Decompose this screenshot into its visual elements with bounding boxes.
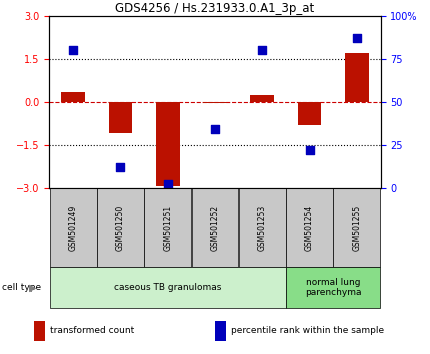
Text: percentile rank within the sample: percentile rank within the sample [231,326,384,336]
Bar [61,92,85,102]
Bar [192,188,238,267]
Text: transformed count: transformed count [50,326,135,336]
Point [353,35,360,41]
Text: GSM501249: GSM501249 [69,204,77,251]
Text: caseous TB granulomas: caseous TB granulomas [114,283,221,292]
Bar [108,102,132,133]
Point [117,164,124,170]
Bar [250,95,274,102]
Bar [203,102,227,103]
Text: GSM501252: GSM501252 [211,204,219,251]
Bar [50,267,286,308]
Bar [156,102,180,186]
Point [306,147,313,153]
Bar [298,102,321,125]
Point [164,181,171,187]
Bar [239,188,286,267]
Text: GSM501255: GSM501255 [353,204,361,251]
Text: ▶: ▶ [29,282,37,293]
Point [259,47,266,53]
Text: GSM501253: GSM501253 [258,204,267,251]
Bar [215,321,226,341]
Text: GSM501254: GSM501254 [305,204,314,251]
Text: cell type: cell type [2,283,41,292]
Bar [50,188,96,267]
Bar [286,267,380,308]
Text: GSM501250: GSM501250 [116,204,125,251]
Text: GSM501251: GSM501251 [163,204,172,251]
Title: GDS4256 / Hs.231933.0.A1_3p_at: GDS4256 / Hs.231933.0.A1_3p_at [115,2,315,15]
Text: normal lung
parenchyma: normal lung parenchyma [305,278,362,297]
Bar [286,188,333,267]
Point [70,47,77,53]
Bar [144,188,191,267]
Bar [345,53,369,102]
Bar [97,188,144,267]
Point [212,126,218,132]
Bar [334,188,380,267]
Bar [34,321,45,341]
